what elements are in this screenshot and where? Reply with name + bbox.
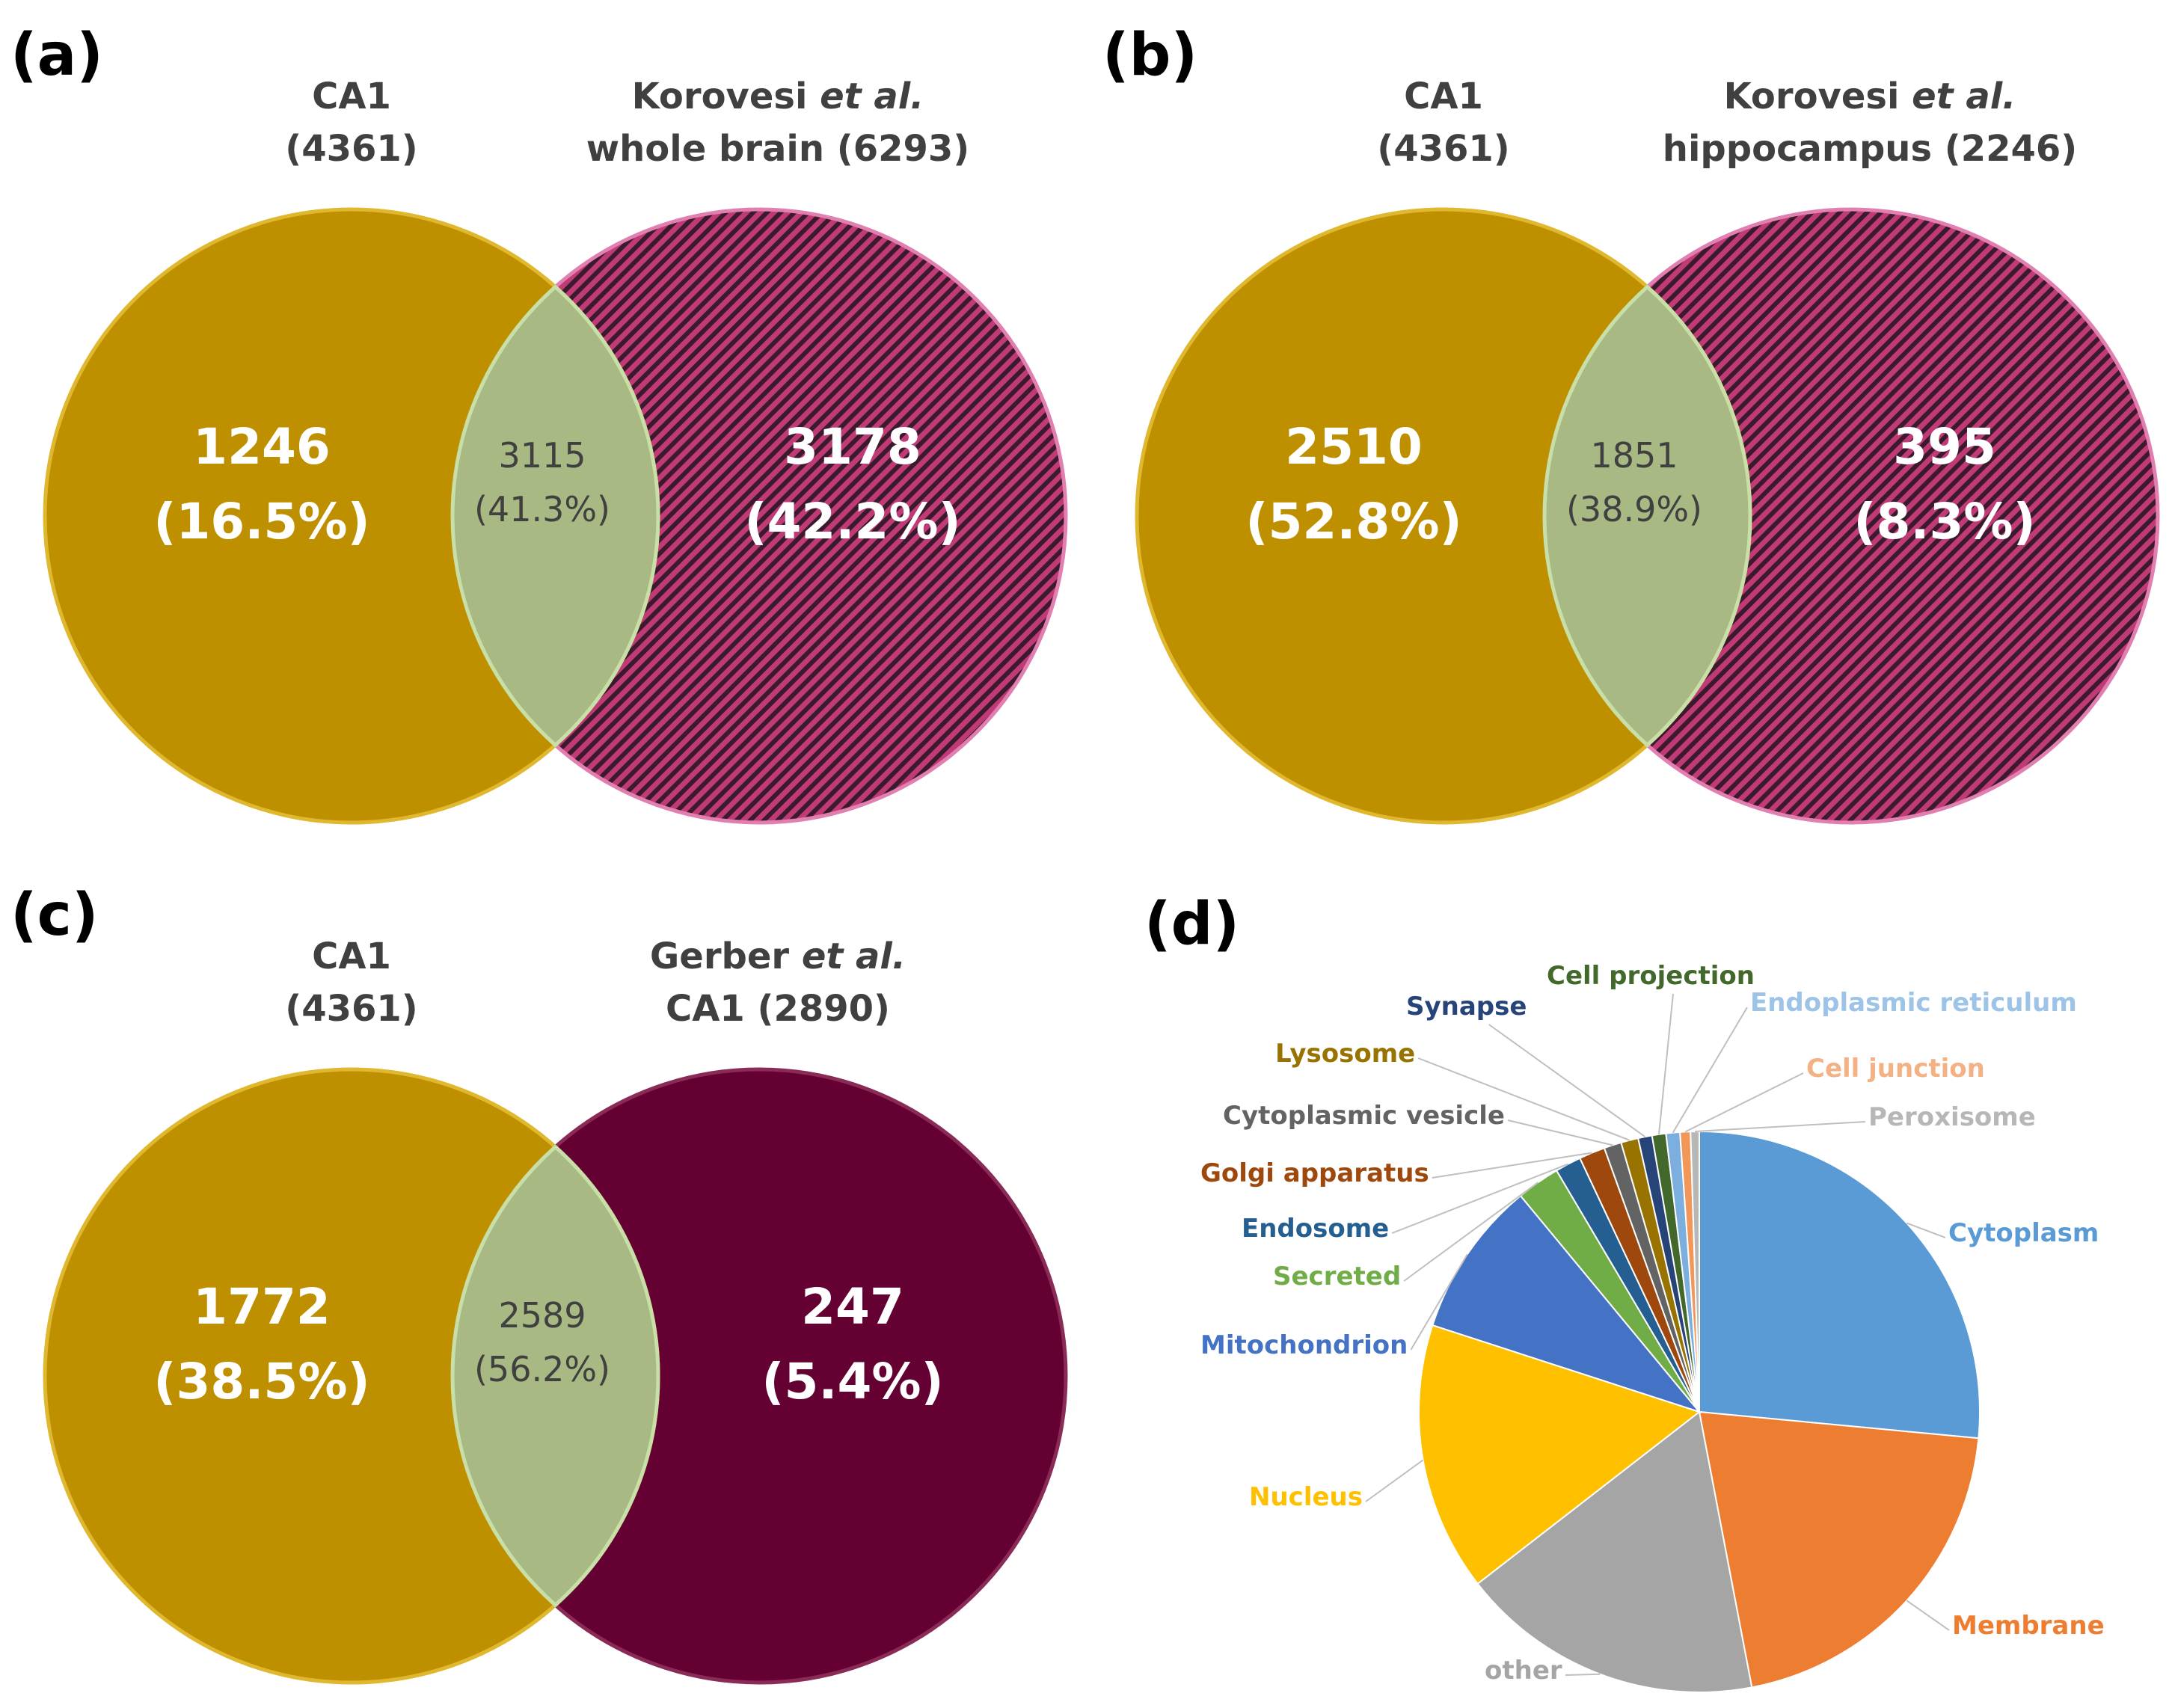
- pie-label-mitochondrion: Mitochondrion: [1200, 1330, 1408, 1360]
- leader-line-cytoplasmic-vesicle: [1507, 1119, 1613, 1146]
- right-only-count: 247: [801, 1278, 904, 1336]
- pie-label-other: other: [1485, 1656, 1562, 1686]
- right-only-percent: (8.3%): [1853, 493, 2035, 550]
- leader-line-nucleus: [1365, 1459, 1424, 1502]
- pie-label-cytoplasmic-vesicle: Cytoplasmic vesicle: [1223, 1101, 1505, 1131]
- panel-label: (a): [10, 22, 103, 89]
- leader-line-peroxisome: [1695, 1121, 1866, 1133]
- pie-leader-lines: [1365, 993, 1950, 1676]
- pie-label-endosome: Endosome: [1242, 1214, 1389, 1244]
- right-set-title: Korovesi et al.: [1724, 76, 2016, 117]
- leader-line-synapse: [1488, 1024, 1646, 1137]
- left-only-count: 1772: [193, 1278, 331, 1336]
- left-only-count: 1246: [193, 418, 331, 476]
- pie-label-cell-junction: Cell junction: [1806, 1054, 1985, 1084]
- leader-line-endoplasmic-reticulum: [1672, 1007, 1748, 1134]
- left-set-title: CA1: [312, 76, 391, 117]
- right-set-title: Korovesi et al.: [632, 76, 924, 117]
- right-set-title: Gerber et al.: [650, 936, 906, 977]
- pie-label-nucleus: Nucleus: [1249, 1482, 1363, 1512]
- right-set-count: whole brain (6293): [586, 128, 969, 170]
- leader-line-mitochondrion: [1410, 1253, 1468, 1351]
- pie-label-secreted: Secreted: [1273, 1262, 1401, 1291]
- right-only-percent: (42.2%): [744, 493, 960, 550]
- venn-panel-b: (b) CA1 (4361) Korovesi et al. hippocampus (…: [1102, 22, 2160, 825]
- left-set-count: (4361): [285, 988, 417, 1030]
- leader-line-membrane: [1906, 1600, 1950, 1631]
- leader-line-cell-projection: [1658, 993, 1674, 1135]
- left-set-count: (4361): [1377, 128, 1509, 170]
- right-set-count: hippocampus (2246): [1663, 128, 2077, 170]
- intersection-region: [1542, 284, 1752, 748]
- right-only-count: 3178: [784, 418, 921, 476]
- leader-line-endosome: [1391, 1163, 1568, 1234]
- shared-percent: (56.2%): [474, 1349, 610, 1389]
- intersection-region: [450, 1144, 660, 1608]
- shared-percent: (41.3%): [474, 489, 610, 529]
- leader-line-cell-junction: [1684, 1072, 1804, 1133]
- pie-labels: Cytoplasm Membrane other Nucleus Mitochondri…: [1200, 961, 2105, 1686]
- right-only-percent: (5.4%): [761, 1353, 943, 1410]
- left-set-count: (4361): [285, 128, 417, 170]
- right-only-count: 395: [1893, 418, 1996, 476]
- left-set-title: CA1: [1404, 76, 1483, 117]
- intersection-region: [450, 284, 660, 748]
- venn-panel-a: (a) CA1 (4361) Korovesi et al. whole brain (…: [10, 22, 1068, 825]
- pie-label-peroxisome: Peroxisome: [1868, 1102, 2036, 1132]
- pie-label-membrane: Membrane: [1952, 1611, 2105, 1641]
- left-only-percent: (38.5%): [153, 1353, 369, 1410]
- leader-line-lysosome: [1417, 1057, 1630, 1141]
- shared-count: 2589: [498, 1295, 586, 1336]
- left-only-percent: (16.5%): [153, 493, 369, 550]
- leader-line-cytoplasm: [1906, 1222, 1946, 1238]
- left-set-title: CA1: [312, 936, 391, 977]
- right-set-count: CA1 (2890): [666, 988, 890, 1030]
- pie-label-lysosome: Lysosome: [1275, 1039, 1415, 1069]
- panel-label-d: (d): [1144, 891, 1239, 958]
- leader-line-golgi-apparatus: [1432, 1152, 1592, 1179]
- left-only-percent: (52.8%): [1245, 493, 1461, 550]
- shared-count: 1851: [1590, 435, 1678, 476]
- pie-label-cytoplasm: Cytoplasm: [1948, 1218, 2099, 1248]
- venn-panel-c: (c) CA1 (4361) Gerber et al. CA1 (2890) 1772 (…: [10, 882, 1068, 1685]
- shared-percent: (38.9%): [1566, 489, 1702, 529]
- pie-label-golgi-apparatus: Golgi apparatus: [1200, 1158, 1429, 1188]
- panel-label: (b): [1102, 22, 1197, 89]
- pie-slices: [1418, 1130, 1981, 1693]
- leader-line-other: [1565, 1673, 1601, 1676]
- pie-slice-cytoplasm: [1699, 1130, 1981, 1440]
- shared-count: 3115: [498, 435, 586, 476]
- left-only-count: 2510: [1285, 418, 1423, 476]
- panel-label: (c): [10, 882, 99, 949]
- pie-panel-d: (d) Cytoplasm Membrane other Nucleus Mitocho…: [1144, 891, 2105, 1693]
- leader-line-secreted: [1403, 1182, 1538, 1282]
- pie-label-synapse: Synapse: [1406, 992, 1527, 1022]
- pie-label-cell-projection: Cell projection: [1547, 961, 1755, 991]
- pie-label-endoplasmic-reticulum: Endoplasmic reticulum: [1750, 988, 2077, 1018]
